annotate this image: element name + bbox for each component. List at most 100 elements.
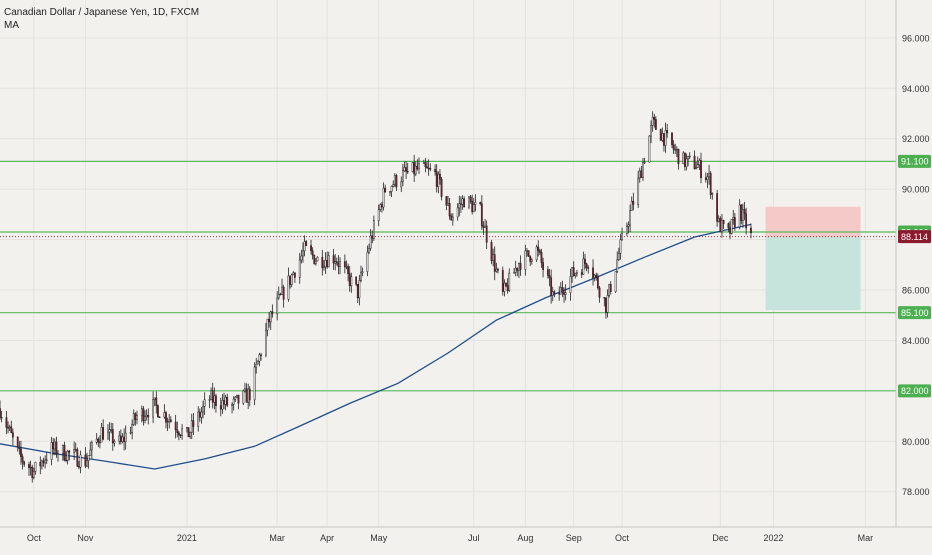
candle-bear (219, 405, 222, 410)
candle-bull (625, 226, 628, 234)
candle-bull (287, 275, 290, 300)
candle-bear (0, 417, 3, 419)
x-tick-label: May (370, 533, 388, 543)
candle-bear (147, 414, 150, 418)
candle-bear (587, 267, 590, 269)
candle-bear (677, 148, 680, 165)
candle-bull (145, 414, 148, 417)
candle-bear (542, 262, 544, 270)
candle-bull (190, 420, 193, 433)
candle-bear (20, 448, 22, 457)
candle-bear (584, 258, 586, 265)
candle-bull (197, 411, 200, 427)
candle-bull (131, 424, 134, 433)
candle-bull (140, 408, 143, 416)
candle-bull (582, 258, 585, 275)
candle-bull (456, 207, 459, 218)
candle-bull (334, 261, 337, 264)
candle-bull (144, 416, 146, 422)
candle-bull (100, 427, 103, 443)
candle-bear (337, 262, 340, 267)
candle-bull (41, 460, 43, 467)
candle-bear (165, 412, 167, 423)
candle-bear (654, 119, 657, 130)
position-zones[interactable] (765, 206, 861, 311)
take-profit-zone[interactable] (765, 237, 861, 311)
candle-bull (414, 165, 417, 175)
candle-bull (451, 216, 454, 221)
candle-bull (447, 203, 449, 206)
candle-bull (350, 276, 353, 287)
y-axis-panel (896, 0, 932, 550)
candle-bear (10, 426, 13, 434)
candle-bull (484, 225, 486, 228)
x-tick-label: Apr (320, 533, 334, 543)
candle-bear (332, 255, 335, 264)
candle-bull (32, 471, 35, 478)
candle-bull (110, 429, 113, 431)
x-tick-label: Oct (615, 533, 630, 543)
candle-bear (23, 461, 26, 465)
y-tick-label: 84.000 (902, 336, 930, 346)
candle-bear (187, 427, 190, 438)
candle-bear (395, 175, 398, 188)
candle-bear (68, 450, 71, 453)
candle-bull (8, 426, 11, 428)
candle-bear (750, 227, 752, 234)
candle-bull (121, 436, 124, 442)
candle-bear (745, 213, 748, 229)
candle-bear (463, 198, 466, 208)
x-tick-label: Mar (269, 533, 285, 543)
candle-bull (292, 272, 295, 276)
candle-bear (355, 276, 358, 285)
candle-bull (168, 419, 171, 422)
candle-bull (717, 218, 720, 222)
candle-bull (265, 329, 267, 356)
candle-bull (203, 399, 206, 407)
candle-bull (163, 412, 166, 418)
candle-bear (659, 129, 662, 141)
candle-bull (642, 162, 644, 178)
candle-bull (638, 170, 641, 179)
candle-bull (698, 160, 701, 165)
candle-bear (313, 254, 316, 265)
candle-bull (136, 415, 138, 421)
candle-bear (18, 446, 21, 450)
candle-bear (605, 297, 607, 313)
candle-bull (372, 220, 375, 239)
candle-bull (44, 459, 47, 464)
candle-bull (674, 149, 677, 151)
grid (0, 0, 896, 527)
candle-bull (422, 162, 425, 164)
y-tick-label: 90.000 (902, 185, 930, 195)
level-badge: 85.100 (901, 308, 929, 318)
candle-bear (469, 196, 472, 202)
candle-bear (693, 155, 696, 170)
candle-bull (627, 224, 630, 227)
candle-bear (490, 242, 493, 261)
horizontal-levels[interactable] (0, 160, 896, 392)
candle-bull (208, 399, 211, 401)
candle-bear (155, 397, 158, 406)
candle-bull (66, 450, 69, 461)
candle-bull (181, 428, 183, 436)
candle-bull (535, 246, 538, 261)
candle-bear (271, 311, 274, 315)
candle-bear (596, 276, 599, 289)
candle-bear (480, 203, 483, 227)
candle-bull (366, 251, 369, 272)
candle-bear (16, 436, 19, 448)
candle-bull (616, 259, 619, 272)
candle-bear (482, 225, 485, 228)
x-tick-label: Jul (468, 533, 480, 543)
x-tick-label: 2022 (764, 533, 784, 543)
candle-bear (561, 287, 564, 293)
candle-bull (277, 293, 280, 299)
candle-bear (413, 162, 416, 175)
candle-bear (169, 419, 172, 423)
candle-bull (300, 255, 303, 261)
candle-bull (368, 247, 370, 253)
candle-bull (87, 455, 90, 461)
